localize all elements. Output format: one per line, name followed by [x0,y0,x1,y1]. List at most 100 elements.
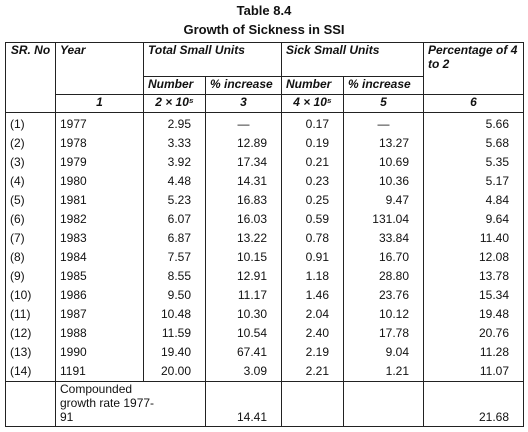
header-sr: SR. No [5,42,56,113]
header-index: 2 × 10⁵ [143,94,206,113]
cell: 17.34 [205,153,282,172]
header-index: 4 × 10⁵ [281,94,344,113]
cell: 1.21 [343,362,424,382]
header-pct: Percentage of 4 to 2 [423,42,524,95]
cell: (10) [5,286,56,305]
cell [5,381,56,427]
cell: 11.28 [423,343,524,362]
header-total: Total Small Units [143,42,282,77]
cell: 131.04 [343,210,424,229]
table-row: (11) 1987 10.48 10.30 2.04 10.12 19.48 [5,305,524,324]
table-row: (4) 1980 4.48 14.31 0.23 10.36 5.17 [5,172,524,191]
cell: 5.35 [423,153,524,172]
header-sub: % increase [343,76,424,95]
table-row: (6) 1982 6.07 16.03 0.59 131.04 9.64 [5,210,524,229]
cell: — [205,112,282,134]
cell: 16.83 [205,191,282,210]
footer-label: Compounded growth rate 1977-91 [55,381,206,427]
cell: 20.00 [143,362,206,382]
table-row: (5) 1981 5.23 16.83 0.25 9.47 4.84 [5,191,524,210]
cell: 1.46 [281,286,344,305]
cell: 3.33 [143,134,206,153]
cell: (9) [5,267,56,286]
cell: 1985 [55,267,144,286]
cell: 10.12 [343,305,424,324]
header-index: 6 [423,94,524,113]
table-row: (9) 1985 8.55 12.91 1.18 28.80 13.78 [5,267,524,286]
cell: 28.80 [343,267,424,286]
cell: 9.04 [343,343,424,362]
cell [343,381,424,427]
cell: 6.87 [143,229,206,248]
cell: 5.66 [423,112,524,134]
cell: 0.59 [281,210,344,229]
table-row: (13) 1990 19.40 67.41 2.19 9.04 11.28 [5,343,524,362]
cell: (13) [5,343,56,362]
cell: 10.48 [143,305,206,324]
cell: 10.15 [205,248,282,267]
cell: — [343,112,424,134]
cell: 1977 [55,112,144,134]
cell: 19.48 [423,305,524,324]
table-row: (3) 1979 3.92 17.34 0.21 10.69 5.35 [5,153,524,172]
cell: 20.76 [423,324,524,343]
cell: 4.48 [143,172,206,191]
cell: 1983 [55,229,144,248]
cell: 9.47 [343,191,424,210]
cell: (1) [5,112,56,134]
cell: 5.17 [423,172,524,191]
cell: 10.54 [205,324,282,343]
table-row: (12) 1988 11.59 10.54 2.40 17.78 20.76 [5,324,524,343]
cell: 5.23 [143,191,206,210]
cell: (7) [5,229,56,248]
cell: 10.36 [343,172,424,191]
footer-row: Compounded growth rate 1977-91 14.41 21.68 [5,381,524,427]
cell [281,381,344,427]
cell: 33.84 [343,229,424,248]
footer-value: 21.68 [423,381,524,427]
header-index: 1 [55,94,144,113]
cell: 1986 [55,286,144,305]
cell: 1981 [55,191,144,210]
cell: 8.55 [143,267,206,286]
header-sick: Sick Small Units [281,42,424,77]
cell: 13.22 [205,229,282,248]
cell: (5) [5,191,56,210]
cell: 3.92 [143,153,206,172]
cell: 0.78 [281,229,344,248]
cell: (4) [5,172,56,191]
page: Table 8.4 Growth of Sickness in SSI SR. … [0,3,528,432]
cell: 0.19 [281,134,344,153]
cell: 0.17 [281,112,344,134]
cell: 1979 [55,153,144,172]
header-index: 3 [205,94,282,113]
table-row: (10) 1986 9.50 11.17 1.46 23.76 15.34 [5,286,524,305]
cell: 12.91 [205,267,282,286]
header-sub: Number [143,76,206,95]
cell: 1.18 [281,267,344,286]
cell: 0.21 [281,153,344,172]
table-title: Table 8.4 [236,3,292,18]
cell: 12.08 [423,248,524,267]
cell: 9.50 [143,286,206,305]
cell: 4.84 [423,191,524,210]
cell: 15.34 [423,286,524,305]
cell: 1982 [55,210,144,229]
header-sub: % increase [205,76,282,95]
cell: 19.40 [143,343,206,362]
cell: 9.64 [423,210,524,229]
footer-value: 14.41 [205,381,282,427]
cell: 1978 [55,134,144,153]
cell: 12.89 [205,134,282,153]
cell: 16.70 [343,248,424,267]
cell: 11.17 [205,286,282,305]
cell: 2.40 [281,324,344,343]
cell: 1980 [55,172,144,191]
cell: (6) [5,210,56,229]
cell: 1990 [55,343,144,362]
cell: 10.69 [343,153,424,172]
cell: (3) [5,153,56,172]
cell: 10.30 [205,305,282,324]
cell: 11.07 [423,362,524,382]
cell: 7.57 [143,248,206,267]
